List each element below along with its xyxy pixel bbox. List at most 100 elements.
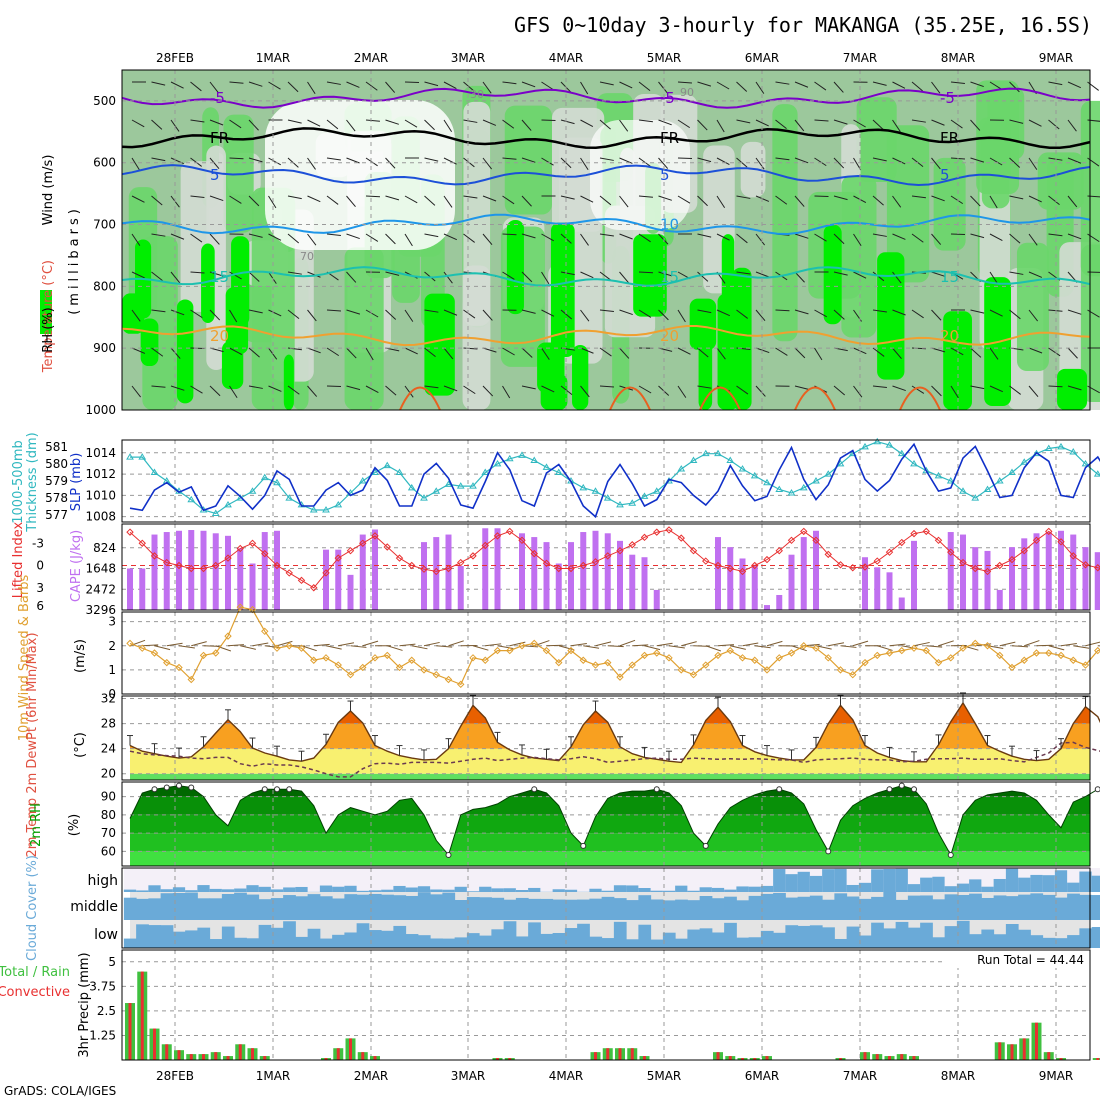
wind-barb — [521, 81, 536, 88]
rh-dry-region — [265, 100, 455, 250]
li-marker — [297, 576, 306, 585]
slp-line — [129, 442, 1100, 519]
wind-barb — [443, 309, 458, 316]
wind-barb — [677, 195, 691, 204]
rh-patch-humid — [721, 234, 735, 311]
wind-barb — [229, 81, 244, 84]
cape-bar — [984, 550, 991, 610]
isotherm-label: 5 — [940, 166, 950, 184]
cloud-cell — [515, 936, 529, 948]
cape-bar — [592, 530, 599, 610]
wind-barb — [970, 81, 984, 88]
wind-barb — [911, 309, 924, 319]
wind-barb — [151, 157, 166, 162]
wind-barb-10m — [1073, 645, 1090, 649]
wind-barb — [424, 347, 436, 358]
wind-barb — [775, 81, 790, 85]
temp2m-axis-label: 2m Temp 2m DewPt (6hr Min/Max) — [25, 632, 40, 857]
wind-barb — [521, 309, 536, 314]
wind-barb — [170, 233, 185, 240]
slp-tick: 1012 — [85, 467, 116, 481]
precip-conv-bar — [238, 1044, 242, 1060]
wind-barb — [287, 309, 300, 320]
wind-barb — [911, 81, 924, 92]
wind-barb — [385, 119, 399, 125]
wind-barb — [307, 195, 321, 203]
wind-barb-10m — [423, 641, 440, 647]
cloud-cell — [650, 890, 664, 892]
wind-barb — [443, 271, 453, 284]
date-label-bottom: 4MAR — [549, 1069, 584, 1083]
wind-barb — [443, 81, 457, 90]
cape-bar — [445, 534, 452, 610]
wind-barb — [326, 81, 341, 85]
date-label-top: 3MAR — [451, 51, 486, 65]
wind-barb — [1067, 309, 1082, 315]
wind-marker — [518, 642, 526, 650]
wind-barb — [424, 81, 439, 87]
wind-barb — [229, 309, 238, 323]
wind-barb — [950, 385, 959, 399]
li-marker — [591, 558, 600, 566]
wind-barb — [248, 385, 263, 389]
wind-marker — [457, 680, 465, 689]
wind-barb — [365, 157, 378, 167]
li-marker — [175, 561, 183, 570]
cape-bar — [751, 564, 758, 610]
wind-barb-10m — [889, 643, 906, 647]
wind-barb — [170, 271, 181, 284]
precip-conv-bar — [1047, 1052, 1051, 1060]
wind-barb — [268, 385, 282, 392]
wind-marker — [1069, 656, 1077, 664]
cloud-cell — [920, 877, 933, 892]
wind-barb — [853, 119, 866, 128]
cloud-cell — [405, 895, 419, 920]
panel-frame — [121, 867, 1091, 949]
wind-marker — [542, 646, 551, 655]
cloud-cell — [442, 938, 456, 948]
cloud-cell — [785, 897, 799, 920]
wind-barb — [268, 81, 281, 90]
cloud-cell — [883, 869, 897, 892]
li-tick: 0 — [36, 559, 44, 573]
thickness-marker — [971, 494, 980, 501]
isotherm-label: FR — [210, 129, 229, 147]
cloud-cell — [895, 921, 909, 948]
precip-conv-bar — [594, 1052, 597, 1060]
slp-axis-label: SLP (mb) — [69, 453, 84, 512]
cloud-cell — [160, 889, 174, 892]
cloud-cell — [944, 886, 958, 892]
wind-barb — [190, 81, 202, 92]
cloud-cell — [809, 895, 823, 920]
thickness-marker — [652, 487, 661, 494]
li-marker — [285, 569, 293, 577]
precip-conv-bar — [1010, 1044, 1014, 1060]
cloud-cell — [797, 871, 811, 892]
cloud-high-bg — [577, 868, 590, 892]
cloud-cell — [221, 926, 235, 948]
cape-bar — [457, 566, 464, 610]
panel-frame — [121, 523, 1091, 611]
thickness-axis-label: Thickness (dm) — [25, 432, 40, 532]
cloud-cell — [319, 885, 333, 892]
wind-barb — [716, 347, 726, 360]
wind-barb — [521, 195, 532, 207]
cloud-cell — [834, 868, 848, 892]
wind-barb — [209, 81, 220, 94]
cape-bar — [421, 542, 427, 610]
li-marker — [150, 552, 159, 560]
cloud-cell — [626, 939, 639, 948]
cloud-cell — [895, 868, 909, 892]
wind-barb — [989, 81, 1003, 90]
cloud-cell — [993, 934, 1007, 948]
cloud-cell — [307, 894, 321, 920]
wind-barb-10m — [1011, 645, 1028, 648]
wind-marker — [187, 675, 195, 684]
wind-marker — [395, 663, 404, 672]
wind-barb — [131, 271, 145, 279]
date-label-bottom: 5MAR — [647, 1069, 682, 1083]
cloud-high-bg — [258, 868, 272, 892]
wind-marker — [861, 658, 869, 667]
wind-barb — [931, 195, 945, 202]
